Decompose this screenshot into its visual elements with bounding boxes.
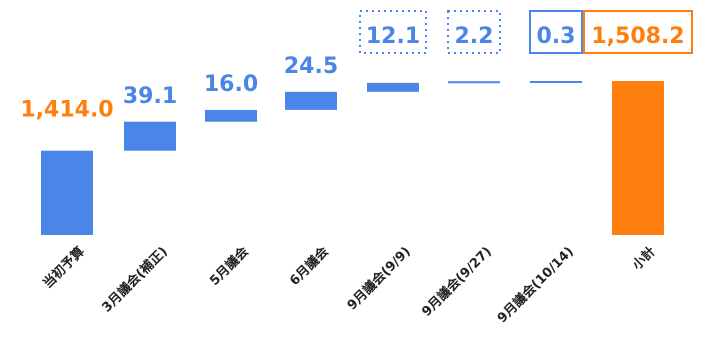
value-label-7: 1,508.2 [591, 24, 684, 49]
bar-7 [612, 81, 664, 235]
category-label-2: 5月議会 [207, 243, 253, 289]
value-label-0: 1,414.0 [20, 98, 113, 123]
value-label-5: 2.2 [455, 24, 494, 49]
value-label-4: 12.1 [366, 24, 420, 49]
value-label-2: 16.0 [204, 72, 258, 97]
bar-5 [448, 81, 500, 84]
category-label-7: 小計 [629, 244, 659, 274]
category-label-4: 9月議会(9/9) [344, 244, 414, 314]
value-label-3: 24.5 [284, 54, 338, 79]
category-label-5: 9月議会(9/27) [419, 244, 495, 320]
value-label-6: 0.3 [537, 24, 576, 49]
bar-6 [530, 81, 582, 83]
category-label-3: 6月議会 [287, 243, 333, 289]
bar-2 [205, 109, 257, 122]
value-label-1: 39.1 [123, 84, 177, 109]
bar-1 [124, 121, 176, 151]
value-label-box-5 [447, 10, 501, 54]
value-label-box-7 [583, 10, 693, 54]
bar-0 [41, 150, 93, 235]
bar-3 [285, 91, 337, 110]
bar-4 [367, 82, 419, 92]
category-label-1: 3月議会(補正) [99, 244, 171, 316]
category-label-6: 9月議会(10/14) [494, 244, 577, 327]
category-label-0: 当初予算 [40, 244, 88, 292]
value-label-box-6 [529, 10, 583, 54]
